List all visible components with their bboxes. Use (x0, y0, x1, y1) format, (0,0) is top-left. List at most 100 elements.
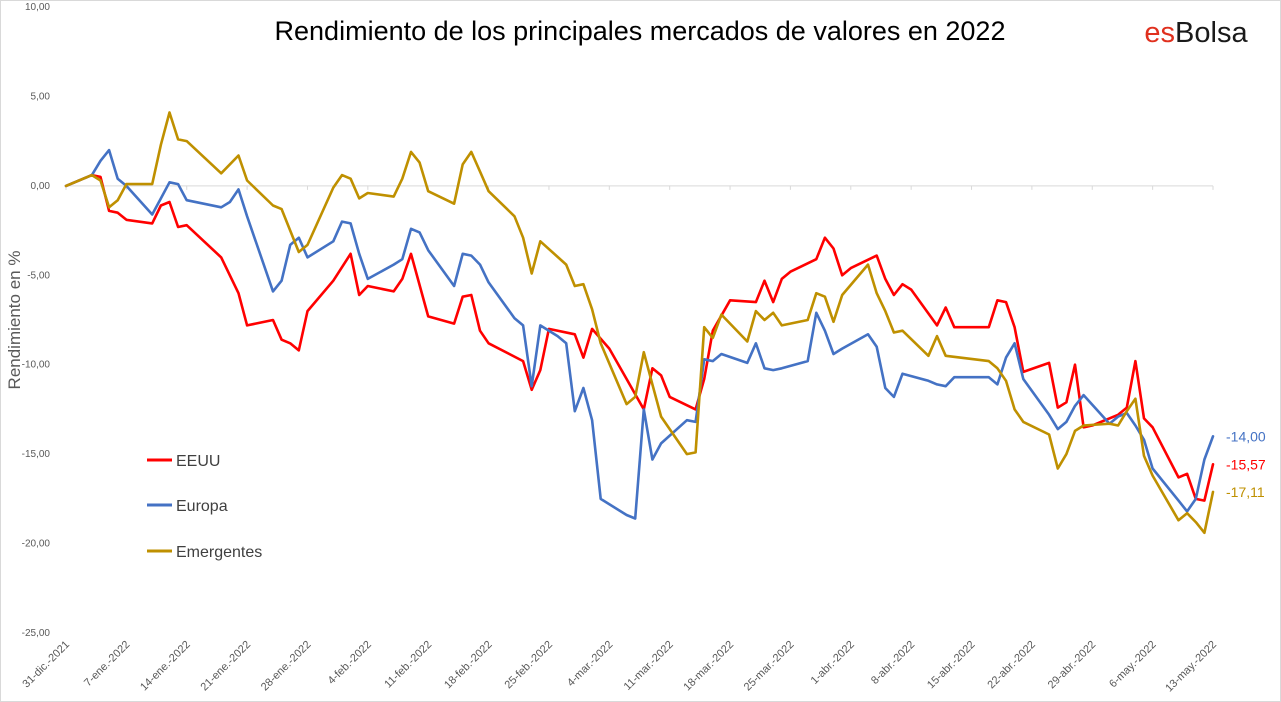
data-point (1186, 473, 1188, 475)
x-tick-label: 25-mar.-2022 (742, 639, 797, 694)
data-point (350, 253, 352, 255)
data-point (841, 348, 843, 350)
data-point (841, 275, 843, 277)
data-point (350, 178, 352, 180)
data-point (885, 310, 887, 312)
data-point (91, 174, 93, 176)
data-point (238, 155, 240, 157)
data-point (816, 312, 818, 314)
x-tick-label: 31-dic.-2021 (20, 639, 72, 691)
x-tick-label: 4-mar.-2022 (565, 639, 615, 689)
data-point (488, 343, 490, 345)
data-point (522, 237, 524, 239)
data-point (169, 182, 171, 184)
data-point (695, 452, 697, 454)
data-point (902, 283, 904, 285)
data-point (833, 353, 835, 355)
data-point (100, 176, 102, 178)
data-point (272, 319, 274, 321)
data-point (1083, 425, 1085, 427)
data-point (954, 376, 956, 378)
data-point (1143, 455, 1145, 457)
data-point (591, 309, 593, 311)
data-point (634, 518, 636, 520)
data-point (876, 346, 878, 348)
data-point (333, 241, 335, 243)
data-point (281, 280, 283, 282)
end-value-label: -15,57 (1226, 456, 1266, 472)
data-point (1023, 378, 1025, 380)
data-point (272, 205, 274, 207)
end-value-label: -17,11 (1226, 484, 1265, 500)
data-point (755, 310, 757, 312)
data-point (117, 178, 119, 180)
data-point (540, 241, 542, 243)
data-point (108, 210, 110, 212)
data-point (1143, 418, 1145, 420)
data-point (1152, 468, 1154, 470)
data-point (402, 258, 404, 260)
data-point (333, 280, 335, 282)
data-point (565, 264, 567, 266)
y-tick-label: -20,00 (22, 539, 51, 550)
x-tick-label: 6-may.-2022 (1107, 639, 1159, 691)
data-point (660, 375, 662, 377)
series-line-eeuu (64, 173, 1215, 502)
data-point (876, 292, 878, 294)
data-point (1048, 414, 1050, 416)
data-point (781, 368, 783, 370)
data-point (186, 140, 188, 142)
data-point (841, 294, 843, 296)
data-point (427, 190, 429, 192)
data-point (151, 214, 153, 216)
data-point (557, 335, 559, 337)
data-point (1057, 468, 1059, 470)
data-point (427, 316, 429, 318)
data-point (358, 294, 360, 296)
x-tick-label: 29-abr.-2022 (1046, 639, 1099, 692)
data-point (108, 207, 110, 209)
data-point (471, 151, 473, 153)
data-point (936, 384, 938, 386)
data-point (1178, 477, 1180, 479)
data-point (393, 264, 395, 266)
series-line-europa (64, 148, 1215, 520)
data-point (755, 301, 757, 303)
data-point (220, 257, 222, 259)
y-tick-label: 10,00 (25, 2, 50, 13)
data-point (1186, 512, 1188, 514)
data-point (229, 201, 231, 203)
data-point (1066, 453, 1068, 455)
data-point (712, 360, 714, 362)
y-tick-label: -25,00 (22, 628, 51, 639)
data-point (307, 244, 309, 246)
data-point (1005, 357, 1007, 359)
data-point (1074, 405, 1076, 407)
data-point (816, 292, 818, 294)
data-point (1195, 498, 1197, 500)
data-point (151, 223, 153, 225)
data-point (531, 385, 533, 387)
data-point (609, 348, 611, 350)
data-point (160, 144, 162, 146)
data-point (712, 330, 714, 332)
data-point (522, 325, 524, 327)
data-point (686, 419, 688, 421)
data-point (997, 300, 999, 302)
x-tick-label: 21-ene.-2022 (198, 639, 253, 694)
data-point (1083, 394, 1085, 396)
data-point (893, 332, 895, 334)
data-point (419, 232, 421, 234)
data-point (945, 385, 947, 387)
data-point (643, 409, 645, 411)
data-point (238, 292, 240, 294)
data-point (177, 139, 179, 141)
data-point (358, 198, 360, 200)
data-point (729, 300, 731, 302)
data-point (583, 283, 585, 285)
data-point (281, 208, 283, 210)
data-point (988, 376, 990, 378)
data-point (703, 326, 705, 328)
data-point (462, 253, 464, 255)
